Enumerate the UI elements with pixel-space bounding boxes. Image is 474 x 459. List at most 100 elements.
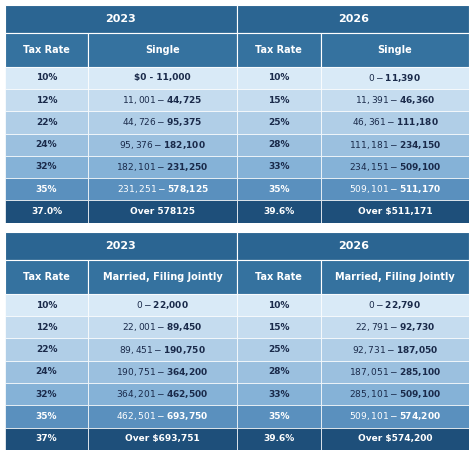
Bar — [5, 232, 237, 260]
Bar — [5, 111, 88, 134]
Bar — [237, 405, 320, 427]
Text: $0 - 11,000: $0 - 11,000 — [134, 73, 191, 82]
Text: $0 - $22,790: $0 - $22,790 — [368, 299, 421, 311]
Bar — [237, 156, 320, 178]
Bar — [5, 156, 88, 178]
Bar — [5, 316, 88, 338]
Text: Tax Rate: Tax Rate — [255, 45, 302, 55]
Text: 15%: 15% — [268, 323, 290, 332]
Bar — [5, 427, 88, 450]
Text: Married, Filing Jointly: Married, Filing Jointly — [103, 272, 223, 282]
Text: $462,501 - $693,750: $462,501 - $693,750 — [117, 410, 209, 422]
Text: Single: Single — [378, 45, 412, 55]
Text: 2023: 2023 — [106, 241, 136, 251]
Text: Single: Single — [146, 45, 180, 55]
Text: $46, 361 - $111,180: $46, 361 - $111,180 — [352, 117, 438, 129]
Bar — [237, 200, 320, 223]
Text: 35%: 35% — [36, 412, 57, 421]
Text: 2026: 2026 — [337, 14, 369, 24]
Bar — [320, 67, 469, 89]
Text: 22%: 22% — [36, 118, 57, 127]
Text: 24%: 24% — [36, 140, 57, 149]
Text: $0 - $22,000: $0 - $22,000 — [136, 299, 189, 311]
Bar — [237, 316, 320, 338]
Bar — [5, 260, 88, 294]
Bar — [88, 338, 237, 361]
Bar — [5, 294, 88, 316]
Bar — [88, 33, 237, 67]
Bar — [320, 338, 469, 361]
Bar — [320, 405, 469, 427]
Text: 28%: 28% — [268, 367, 290, 376]
Bar — [88, 427, 237, 450]
Text: 10%: 10% — [268, 73, 290, 82]
Text: $509,101 - $511,170: $509,101 - $511,170 — [349, 183, 441, 195]
Bar — [237, 361, 320, 383]
Bar — [88, 134, 237, 156]
Text: $234,151 - $509,100: $234,151 - $509,100 — [349, 161, 441, 173]
Text: $509,101 - $574,200: $509,101 - $574,200 — [349, 410, 441, 422]
Text: 35%: 35% — [268, 185, 290, 194]
Bar — [237, 232, 469, 260]
Text: $364,201 - $462,500: $364,201 - $462,500 — [117, 388, 209, 400]
Bar — [237, 67, 320, 89]
Text: 32%: 32% — [36, 390, 57, 399]
Text: $285,101 - $509,100: $285,101 - $509,100 — [349, 388, 441, 400]
Bar — [88, 405, 237, 427]
Text: $111,181 - $234,150: $111,181 - $234,150 — [349, 139, 441, 151]
Text: $0 - $11,390: $0 - $11,390 — [368, 72, 421, 84]
Text: $22,791 - $92,730: $22,791 - $92,730 — [355, 321, 435, 333]
Bar — [5, 67, 88, 89]
Bar — [320, 294, 469, 316]
Bar — [320, 134, 469, 156]
Bar — [88, 156, 237, 178]
Text: $187,051 - $285,100: $187,051 - $285,100 — [349, 366, 441, 378]
Bar — [320, 111, 469, 134]
Text: 25%: 25% — [268, 345, 290, 354]
Bar — [5, 5, 237, 33]
Bar — [320, 383, 469, 405]
Text: $231,251 - $578,125: $231,251 - $578,125 — [117, 183, 209, 195]
Text: Over $693,751: Over $693,751 — [125, 434, 200, 443]
Bar — [5, 405, 88, 427]
Text: $182,101 - $231,250: $182,101 - $231,250 — [117, 161, 209, 173]
Bar — [88, 294, 237, 316]
Text: 15%: 15% — [268, 95, 290, 105]
Text: 12%: 12% — [36, 323, 57, 332]
Bar — [320, 178, 469, 200]
Bar — [88, 111, 237, 134]
Bar — [5, 178, 88, 200]
Bar — [320, 316, 469, 338]
Text: $89,451 - $190,750: $89,451 - $190,750 — [119, 344, 206, 356]
Text: Married, Filing Jointly: Married, Filing Jointly — [335, 272, 455, 282]
Text: 35%: 35% — [36, 185, 57, 194]
Text: 25%: 25% — [268, 118, 290, 127]
Text: $190,751 - $364,200: $190,751 - $364,200 — [117, 366, 209, 378]
Text: 32%: 32% — [36, 162, 57, 172]
Bar — [237, 111, 320, 134]
Bar — [5, 134, 88, 156]
Text: 10%: 10% — [36, 301, 57, 309]
Bar — [5, 383, 88, 405]
Bar — [88, 383, 237, 405]
Text: Over $574,200: Over $574,200 — [358, 434, 432, 443]
Bar — [320, 89, 469, 111]
Bar — [88, 260, 237, 294]
Text: 22%: 22% — [36, 345, 57, 354]
Bar — [5, 200, 88, 223]
Text: Over 578125: Over 578125 — [130, 207, 195, 216]
Bar — [5, 338, 88, 361]
Text: Tax Rate: Tax Rate — [23, 272, 70, 282]
Bar — [88, 178, 237, 200]
Bar — [237, 260, 320, 294]
Bar — [237, 338, 320, 361]
Bar — [320, 33, 469, 67]
Text: 2026: 2026 — [337, 241, 369, 251]
Text: $92,731 - $187,050: $92,731 - $187,050 — [352, 344, 438, 356]
Bar — [237, 5, 469, 33]
Text: $44,726 - $95,375: $44,726 - $95,375 — [122, 117, 203, 129]
Bar — [237, 33, 320, 67]
Bar — [88, 89, 237, 111]
Text: 37.0%: 37.0% — [31, 207, 62, 216]
Bar — [5, 89, 88, 111]
